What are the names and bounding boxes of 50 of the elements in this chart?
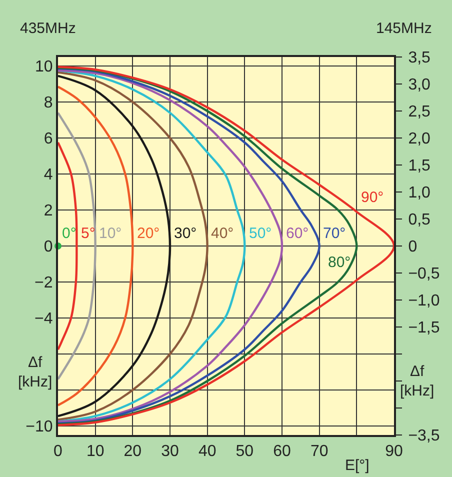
y2-tick-label: 0: [408, 238, 418, 256]
y-tick-label: −10: [26, 418, 53, 436]
y2-tick-label: 1,5: [408, 158, 431, 175]
series-label: 80°: [328, 254, 351, 271]
x-tick-label: 70: [310, 443, 328, 460]
text: 435MHz: [20, 20, 76, 37]
x-tick-label: 30: [161, 443, 179, 460]
series-label: 50°: [249, 225, 272, 242]
y-tick-label: 10: [35, 58, 53, 76]
y2-tick-label: −1,5: [408, 320, 440, 337]
y-axis-title: Δf [kHz]: [18, 354, 52, 390]
y2-tick-label: 3,0: [408, 76, 431, 94]
y-tick-label: 2: [44, 202, 53, 220]
series-label: 70°: [323, 225, 346, 242]
x-tick-label: 40: [198, 443, 216, 460]
y-tick-label: 6: [44, 130, 53, 148]
y-tick-label: 4: [44, 166, 53, 184]
y2-axis-title: Δf [kHz]: [400, 363, 434, 400]
x-tick-label: 10: [86, 443, 104, 460]
x-tick-label: 60: [273, 443, 291, 460]
y2-tick-label: −1,0: [408, 292, 440, 310]
y-tick-label: 0: [44, 238, 53, 256]
series-label: 5°: [81, 225, 96, 242]
series-label: 0°: [62, 225, 76, 242]
y2-tick-label: 2,0: [408, 130, 431, 148]
line-series: [58, 69, 246, 423]
x-tick-label: 20: [124, 443, 142, 460]
x-tick-label: 50: [236, 443, 254, 460]
series-label: 20°: [137, 225, 160, 242]
y2-tick-label: −0,5: [408, 266, 440, 283]
y-tick-label: −4: [34, 310, 53, 328]
y2-tick-label: 0,5: [408, 212, 431, 229]
y2-tick-label: −3,5: [408, 428, 440, 445]
y2-tick-label: 3,5: [408, 50, 431, 67]
series-label: 10°: [99, 225, 122, 242]
x-axis-title: E[°]: [345, 457, 370, 474]
y2-tick-label: 2,5: [408, 104, 431, 121]
series-label: 30°: [174, 225, 197, 242]
y2-tick-label: 1,0: [408, 184, 431, 202]
line-series: [58, 112, 96, 380]
series-label: 90°: [361, 189, 384, 206]
x-tick-label: 90: [385, 443, 403, 460]
series-label: 60°: [286, 225, 309, 242]
line-series: [58, 141, 78, 351]
text: 145MHz: [376, 20, 432, 37]
series-label: 40°: [211, 225, 234, 242]
y-tick-label: 8: [44, 94, 53, 112]
y-tick-label: −2: [34, 274, 53, 292]
line-series: [58, 71, 208, 421]
line-series: [58, 86, 134, 406]
